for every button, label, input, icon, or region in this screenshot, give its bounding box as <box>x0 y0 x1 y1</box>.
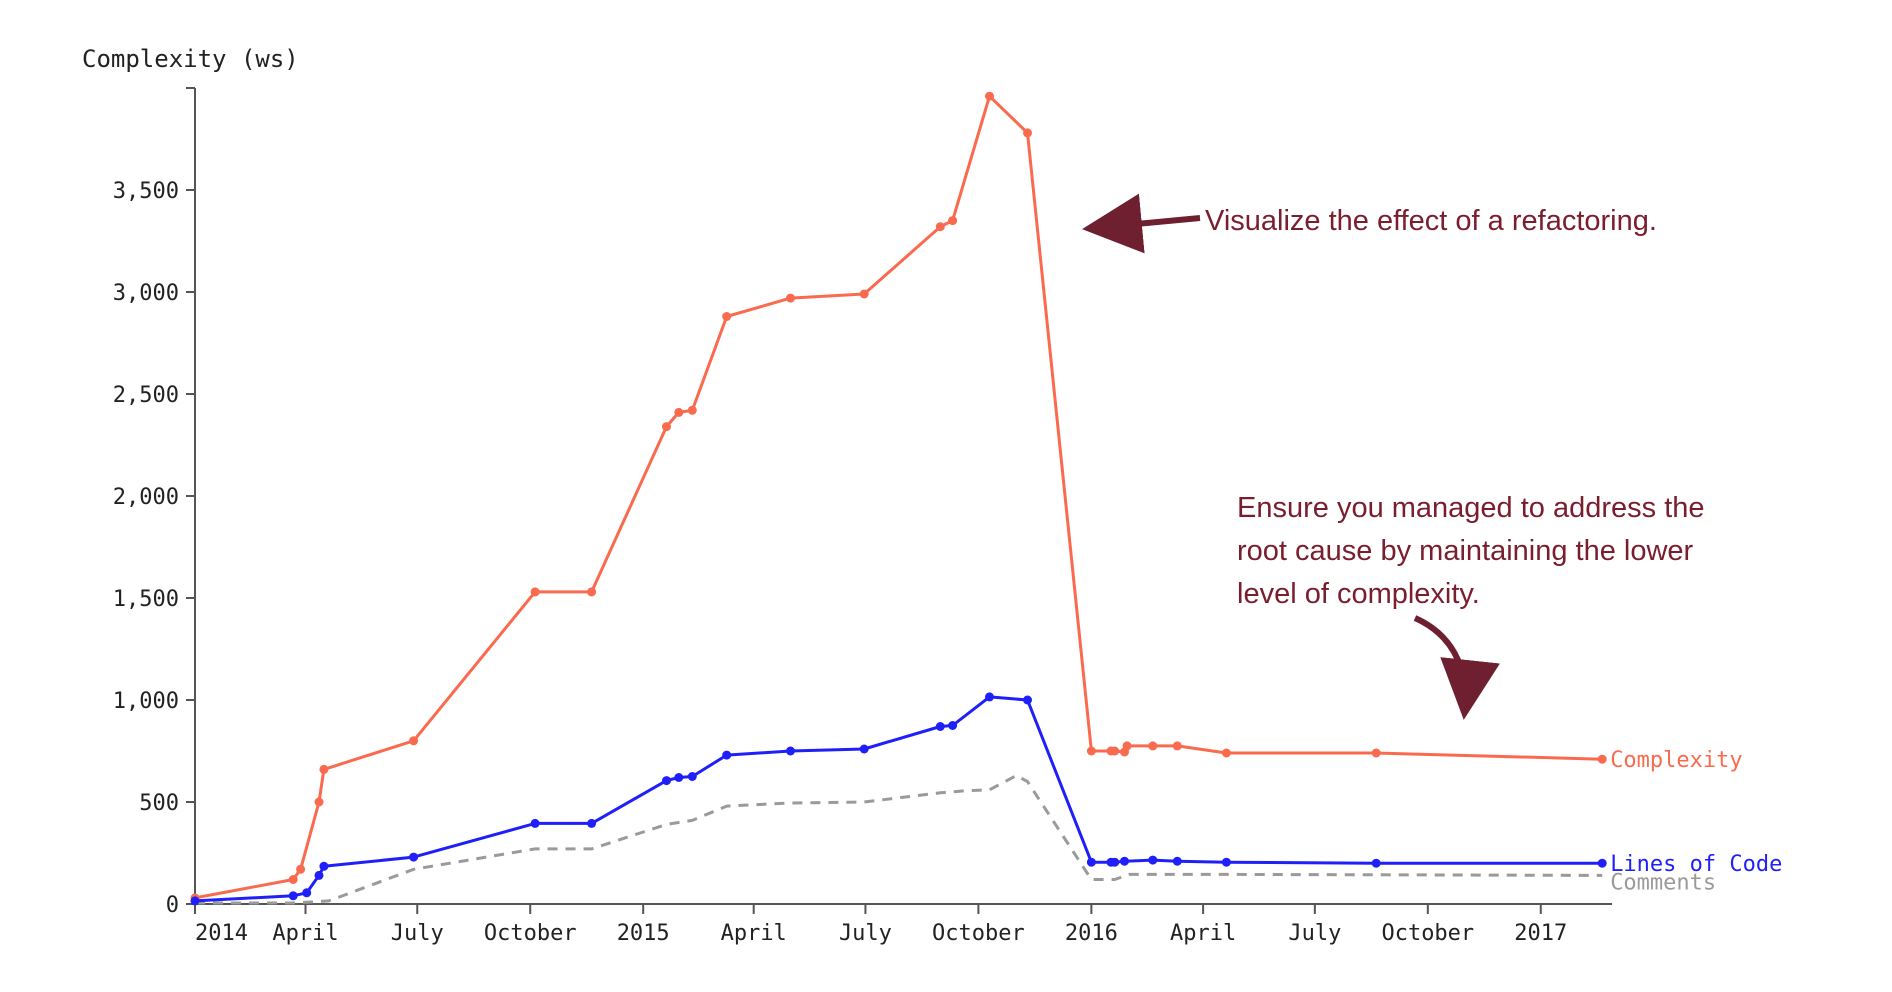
lines-of-code-point <box>662 776 671 786</box>
lines-of-code-point <box>1221 857 1231 867</box>
lines-of-code-point <box>319 861 329 871</box>
lines-of-code-point <box>687 772 697 781</box>
axes: 0 500 1,000 1,500 2,000 2,500 3,000 3,500 2014 A… <box>113 87 1612 946</box>
complexity-point <box>662 422 671 432</box>
series-layer: Comments Complexity Lines of Code <box>190 91 1782 906</box>
complexity-point <box>786 293 795 303</box>
y-tick-label: 3,500 <box>113 179 179 204</box>
x-tick-label: 2016 <box>1065 921 1118 946</box>
lines-of-code-point <box>674 773 684 782</box>
y-tick-label: 2,500 <box>113 383 179 408</box>
lines-of-code-point <box>1597 858 1607 868</box>
lines-of-code-point <box>935 722 945 731</box>
x-tick-label: July <box>391 921 444 946</box>
complexity-point <box>948 216 958 226</box>
x-tick-label: 2015 <box>617 921 670 946</box>
complexity-point <box>1023 128 1032 138</box>
lines-of-code-point <box>587 818 597 828</box>
y-tick-label: 0 <box>166 893 179 918</box>
root-cause-arrow <box>1413 615 1500 720</box>
y-tick-label: 3,000 <box>113 281 179 306</box>
x-tick-label: 2014 <box>195 921 248 946</box>
x-tick-label: July <box>1288 921 1341 946</box>
comments-series: Comments <box>195 774 1716 905</box>
lines-of-code-point <box>722 750 732 760</box>
lines-of-code-point <box>1120 856 1129 866</box>
x-tick-label: October <box>1381 921 1474 946</box>
lines-of-code-point <box>1086 857 1096 867</box>
complexity-point <box>1221 748 1231 758</box>
complexity-point <box>1086 746 1096 756</box>
lines-of-code-point <box>985 692 994 702</box>
y-axis-label: Complexity (ws) <box>82 45 299 73</box>
y-tick-label: 1,500 <box>113 587 179 612</box>
lines-of-code-point <box>1110 857 1120 867</box>
lines-of-code-point <box>948 721 958 730</box>
y-tick-label: 2,000 <box>113 485 179 510</box>
lines-of-code-point <box>409 852 419 862</box>
root-cause-annotation-text: Ensure you managed to address the root c… <box>1237 492 1713 610</box>
complexity-point <box>1172 741 1182 751</box>
x-tick-label: July <box>839 921 892 946</box>
lines-of-code-point <box>302 888 312 898</box>
lines-of-code-point <box>859 744 869 754</box>
lines-of-code-point <box>1023 695 1032 705</box>
complexity-point <box>859 289 869 299</box>
complexity-point <box>587 587 597 597</box>
y-ticks: 0 500 1,000 1,500 2,000 2,500 3,000 3,500 <box>113 179 195 918</box>
lines-of-code-point <box>1148 855 1158 865</box>
complexity-point <box>314 797 324 807</box>
lines-of-code-point <box>190 896 200 906</box>
lines-of-code-point <box>1172 856 1182 866</box>
complexity-point <box>409 736 419 746</box>
lines-of-code-line <box>194 695 1603 903</box>
y-tick-label: 500 <box>139 791 179 816</box>
lines-of-code-point <box>1371 858 1381 868</box>
lines-of-code-point <box>530 818 540 828</box>
complexity-point <box>530 587 540 597</box>
x-tick-label: October <box>932 921 1025 946</box>
complexity-point <box>1122 741 1132 751</box>
lines-of-code-series: Lines of Code <box>190 692 1782 906</box>
refactoring-arrow <box>1082 193 1201 254</box>
complexity-point <box>288 875 298 884</box>
x-ticks: 2014 April July October 2015 April July October… <box>194 904 1567 946</box>
complexity-line <box>194 94 1603 900</box>
complexity-series-label: Complexity <box>1610 748 1742 773</box>
complexity-point <box>296 864 306 874</box>
lines-of-code-point <box>786 746 795 756</box>
lines-of-code-series-label: Lines of Code <box>1610 852 1782 877</box>
refactoring-annotation-text: Visualize the effect of a refactoring. <box>1205 205 1657 237</box>
complexity-series: Complexity <box>190 91 1743 903</box>
complexity-point <box>1371 748 1381 758</box>
lines-of-code-point <box>314 870 324 880</box>
x-tick-label: October <box>484 921 577 946</box>
comments-series-label: Comments <box>1610 870 1716 895</box>
complexity-point <box>722 312 732 321</box>
complexity-point <box>687 405 697 415</box>
complexity-point <box>319 764 329 774</box>
x-tick-label: April <box>1170 921 1236 946</box>
complexity-point <box>1110 746 1120 756</box>
complexity-point <box>985 91 994 101</box>
complexity-point <box>1597 754 1607 764</box>
complexity-point <box>1148 741 1158 751</box>
complexity-point <box>674 407 684 417</box>
complexity-point <box>935 222 945 232</box>
x-tick-label: April <box>721 921 787 946</box>
lines-of-code-point <box>288 891 298 901</box>
x-tick-label: April <box>272 921 338 946</box>
annotations-layer: Visualize the effect of a refactoring. E… <box>1082 193 1713 720</box>
x-tick-label: 2017 <box>1514 921 1567 946</box>
y-tick-label: 1,000 <box>113 689 179 714</box>
comments-line <box>195 774 1603 905</box>
